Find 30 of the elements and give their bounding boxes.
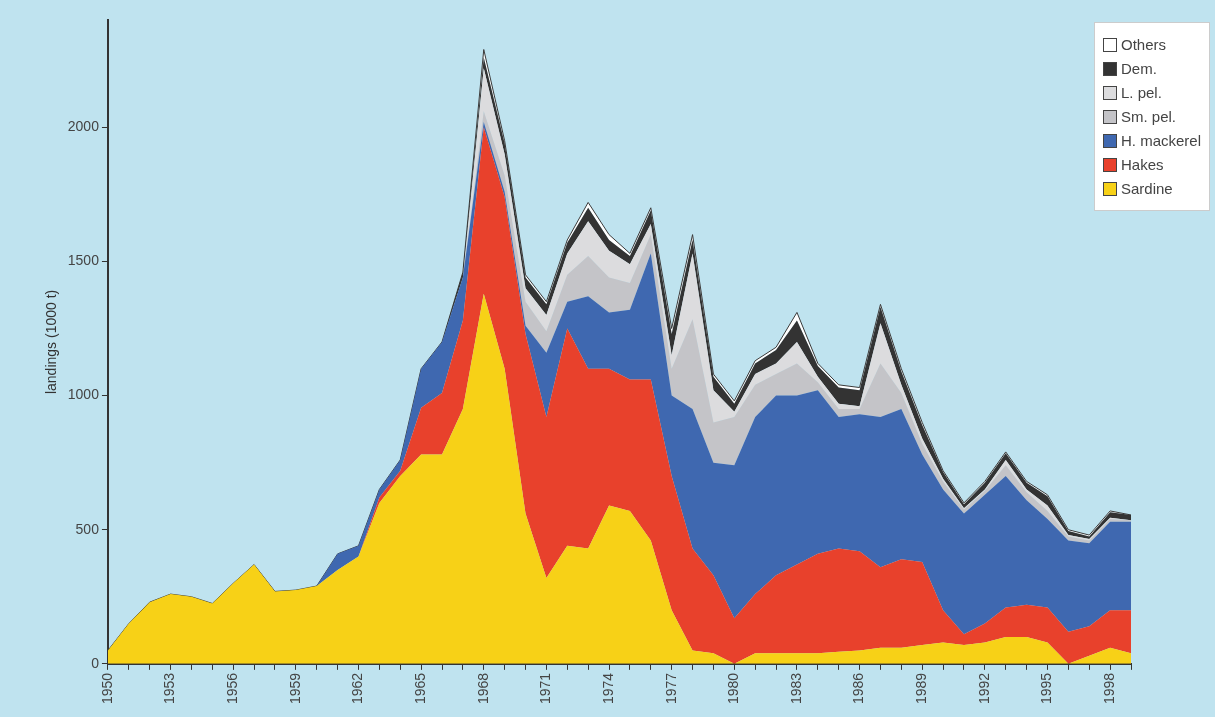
x-tick-label: 1998: [1100, 672, 1117, 705]
y-tick-label: 0: [91, 654, 100, 671]
legend-label: Dem.: [1120, 60, 1157, 77]
legend-label: Sm. pel.: [1120, 108, 1176, 125]
legend-label: L. pel.: [1120, 84, 1162, 101]
x-tick-label: 1986: [850, 672, 867, 705]
x-tick-label: 1977: [662, 672, 679, 705]
x-tick-label: 1971: [537, 672, 554, 705]
x-tick-label: 1992: [975, 672, 992, 705]
x-tick-label: 1950: [98, 672, 115, 705]
legend-label: Hakes: [1120, 156, 1164, 173]
x-tick-label: 1962: [349, 672, 366, 705]
x-tick-label: 1965: [411, 672, 428, 705]
x-tick-label: 1959: [286, 672, 303, 705]
x-tick-label: 1980: [725, 672, 742, 705]
x-tick-label: 1968: [474, 672, 491, 705]
legend-label: H. mackerel: [1120, 132, 1201, 149]
x-tick-label: 1953: [161, 672, 178, 705]
x-tick-label: 1983: [787, 672, 804, 705]
y-axis-title: landings (1000 t): [43, 289, 60, 395]
x-tick-label: 1956: [224, 672, 241, 705]
y-tick-label: 1500: [67, 252, 100, 269]
legend-label: Sardine: [1120, 180, 1173, 197]
y-tick-label: 1000: [67, 386, 100, 403]
legend-label: Others: [1120, 36, 1166, 53]
x-tick-label: 1974: [599, 672, 616, 705]
y-tick-label: 2000: [67, 118, 100, 135]
y-tick-label: 500: [75, 520, 100, 537]
x-tick-label: 1995: [1038, 672, 1055, 705]
x-tick-label: 1989: [913, 672, 930, 705]
